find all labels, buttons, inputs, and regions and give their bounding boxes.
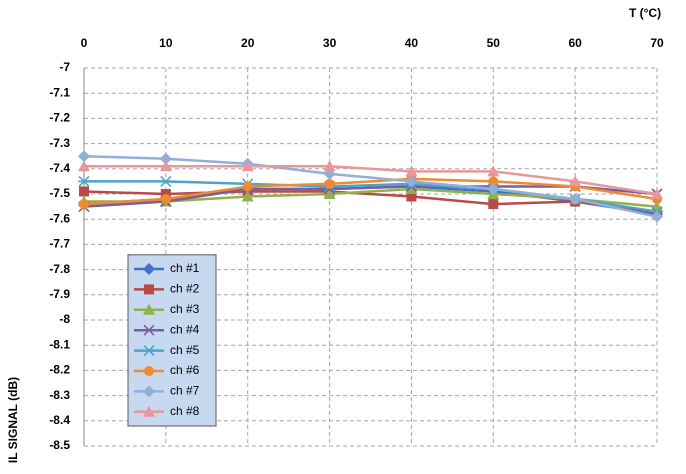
marker [488, 199, 499, 210]
marker [406, 191, 417, 202]
marker [323, 160, 336, 172]
x-tick-label: 30 [323, 36, 337, 50]
marker [241, 160, 254, 172]
x-tick-label: 70 [650, 36, 664, 50]
marker [323, 188, 336, 199]
marker [79, 186, 89, 197]
y-tick-label: -7.4 [49, 161, 70, 175]
marker [405, 182, 418, 194]
marker [487, 182, 500, 195]
y-axis-label: IL SIGNAL (dB) [6, 377, 20, 463]
marker [143, 263, 155, 275]
marker [78, 175, 90, 187]
marker [651, 210, 663, 223]
series-line [83, 154, 658, 218]
marker [159, 175, 172, 187]
marker [143, 303, 155, 315]
marker [405, 165, 418, 177]
marker [241, 190, 254, 202]
y-tick-label: -7.3 [49, 136, 70, 150]
legend-label: ch #7 [170, 384, 200, 398]
y-tick-label: -7.9 [49, 287, 70, 301]
marker [144, 366, 154, 376]
y-tick-label: -8.5 [49, 438, 70, 452]
y-tick-label: -7.7 [49, 237, 70, 251]
x-tick-label: 20 [241, 36, 255, 50]
legend-label: ch #2 [170, 282, 200, 296]
legend-label: ch #4 [170, 322, 200, 336]
marker [143, 385, 155, 398]
y-tick-label: -7.8 [49, 262, 70, 276]
x-tick-label: 0 [81, 36, 88, 50]
legend-label: ch #3 [170, 302, 200, 316]
legend-box [127, 254, 217, 427]
marker [569, 193, 582, 206]
series-line [83, 190, 658, 213]
y-tick-label: -7.6 [49, 211, 70, 225]
x-axis-label: T (°C) [629, 6, 661, 20]
marker [324, 178, 335, 189]
x-tick-label: 60 [568, 36, 582, 50]
marker [405, 175, 418, 188]
y-tick-label: -8.2 [49, 363, 70, 377]
marker [160, 189, 171, 199]
marker [242, 181, 253, 192]
marker [78, 160, 90, 172]
marker [143, 324, 155, 336]
y-tick-label: -8 [59, 312, 70, 326]
legend-label: ch #1 [170, 261, 200, 275]
y-tick-label: -7 [59, 60, 70, 74]
legend-label: ch #6 [170, 363, 200, 377]
legend: ch #1 ch #2 ch #3 ch #4 ch #5 ch #6 ch #7 ch #8 [127, 254, 217, 427]
series-line [84, 165, 658, 196]
y-tick-label: -7.1 [49, 85, 70, 99]
marker [569, 175, 582, 187]
marker [159, 152, 172, 165]
marker [144, 284, 154, 295]
y-tick-label: -8.4 [49, 413, 70, 427]
y-tick-label: -7.2 [49, 111, 70, 125]
x-tick-label: 10 [159, 36, 173, 50]
marker [487, 165, 500, 177]
y-tick-label: -8.3 [49, 388, 70, 402]
marker [159, 160, 172, 172]
x-tick-label: 50 [487, 36, 501, 50]
marker [79, 199, 89, 210]
x-tick-label: 40 [405, 36, 419, 50]
legend-label: ch #8 [170, 404, 200, 418]
y-tick-label: -7.5 [49, 186, 70, 200]
marker [488, 176, 499, 187]
marker [143, 345, 155, 357]
series-line [83, 177, 658, 206]
marker [160, 194, 171, 205]
marker [651, 188, 663, 199]
marker [143, 405, 155, 417]
marker [78, 150, 90, 163]
y-tick-label: -8.1 [49, 337, 70, 351]
legend-label: ch #5 [170, 343, 200, 357]
